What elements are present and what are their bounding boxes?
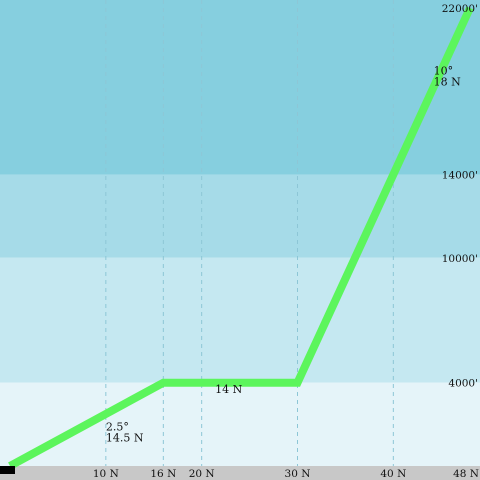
altitude-band [0,0,480,175]
segment-annotation: 14 N [215,383,242,396]
distance-tick-label: 16 N [150,468,176,480]
altitude-band [0,257,480,383]
annotation-line: 2.5° [106,421,129,434]
altitude-tick-label: 4000' [448,378,478,390]
annotation-line: 14 N [215,383,242,396]
altitude-bands [0,0,480,466]
ground-bar [0,466,480,480]
distance-tick-label: 40 N [380,468,406,480]
altitude-tick-label: 14000' [442,170,478,182]
distance-tick-label: 10 N [93,468,119,480]
start-block [0,466,15,474]
altitude-band [0,174,480,258]
start-marker [0,466,15,474]
altitude-labels: 4000' 10000' 14000' 22000' [442,3,478,390]
annotation-line: 18 N [434,76,461,89]
annotation-line: 14.5 N [106,432,144,445]
distance-tick-label: 20 N [189,468,215,480]
segment-annotations: 2.5° 14.5 N 14 N 10° 18 N [106,65,461,445]
ground-strip [0,466,480,480]
distance-gridlines [105,0,394,466]
segment-annotation: 10° 18 N [434,65,461,89]
annotation-line: 10° [434,65,454,78]
route-path [8,6,474,470]
altitude-tick-label: 10000' [442,253,478,265]
distance-labels: 10 N 16 N 20 N 30 N 40 N 48 N [93,468,479,480]
distance-tick-label: 48 N [453,468,479,480]
altitude-tick-label: 22000' [442,3,478,15]
distance-tick-label: 30 N [285,468,311,480]
segment-annotation: 2.5° 14.5 N [106,421,144,445]
